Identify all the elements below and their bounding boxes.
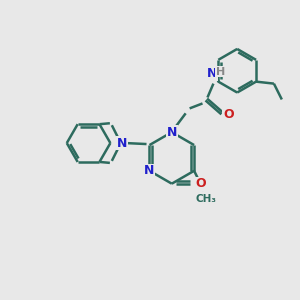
Text: N: N [144, 164, 155, 177]
Text: H: H [216, 67, 225, 77]
Text: N: N [167, 126, 177, 139]
Text: N: N [207, 67, 218, 80]
Text: O: O [223, 108, 234, 121]
Text: O: O [195, 177, 206, 190]
Text: N: N [117, 136, 127, 150]
Text: CH₃: CH₃ [196, 194, 217, 203]
